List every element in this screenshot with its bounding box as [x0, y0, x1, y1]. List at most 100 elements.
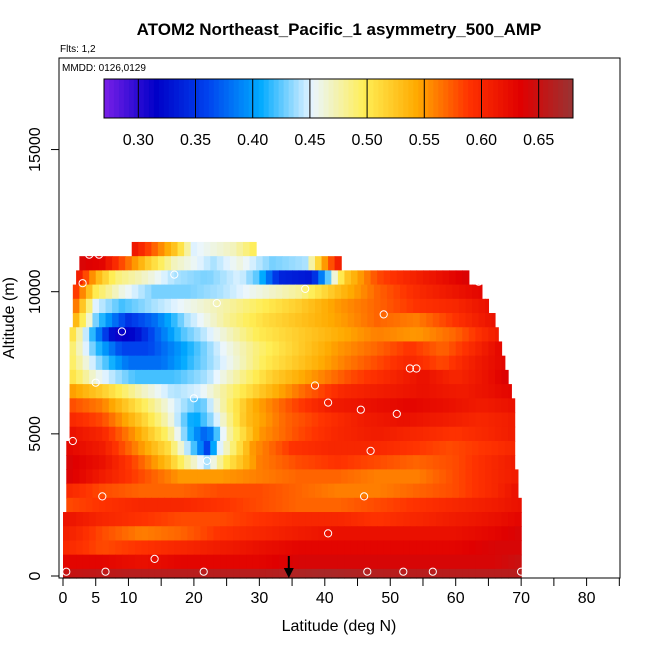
heatmap-cell [76, 512, 84, 527]
heatmap-cell [350, 512, 359, 527]
heatmap-cell [161, 384, 169, 399]
heatmap-cell [203, 241, 211, 257]
heatmap-cell [321, 483, 329, 499]
heatmap-cell [439, 483, 447, 499]
heatmap-cell [278, 412, 287, 428]
heatmap-cell [239, 512, 247, 527]
heatmap-cell [432, 497, 440, 513]
heatmap-cell [82, 512, 90, 527]
colorbar-segment [378, 79, 384, 118]
colorbar-segment [188, 79, 195, 118]
heatmap-cell [252, 412, 260, 428]
heatmap-cell [249, 440, 257, 456]
heatmap-cell [334, 440, 342, 456]
heatmap-cell [409, 398, 418, 414]
heatmap-cell [370, 426, 378, 442]
heatmap-cell [350, 540, 359, 556]
heatmap-cell [275, 440, 283, 456]
heatmap-cell [193, 341, 202, 357]
colorbar-segment [468, 79, 474, 118]
heatmap-cell [69, 554, 77, 570]
heatmap-cell [341, 483, 349, 499]
colorbar-segment [258, 79, 265, 118]
heatmap-cell [485, 469, 493, 485]
heatmap-cell [229, 284, 238, 300]
heatmap-cell [452, 440, 460, 456]
heatmap-cell [85, 497, 94, 513]
heatmap-cell [220, 355, 228, 371]
colorbar-segment [193, 79, 200, 118]
heatmap-cell [187, 355, 195, 371]
heatmap-cell [416, 526, 424, 542]
heatmap-cell [69, 540, 77, 556]
heatmap-cell [288, 497, 296, 513]
heatmap-cell [99, 483, 107, 499]
heatmap-cell [429, 512, 437, 527]
heatmap-cell [200, 526, 208, 542]
arrow-head [283, 568, 294, 578]
heatmap-cell [347, 469, 355, 485]
colorbar-segment [478, 79, 484, 118]
heatmap-cell [396, 554, 404, 570]
heatmap-cell [449, 568, 457, 579]
heatmap-cell [468, 568, 476, 579]
heatmap-cell [229, 440, 238, 456]
heatmap-cell [344, 341, 352, 357]
colorbar-segment [153, 79, 160, 118]
heatmap-cell [357, 540, 365, 556]
heatmap-cell [357, 327, 365, 343]
heatmap-cell [318, 526, 326, 542]
heatmap-cell [409, 426, 418, 442]
heatmap-cell [76, 355, 84, 371]
heatmap-cell [216, 256, 224, 271]
heatmap-cell [249, 313, 257, 328]
heatmap-cell [229, 469, 238, 485]
heatmap-cell [481, 327, 490, 343]
heatmap-cell [318, 540, 326, 556]
heatmap-cell [419, 440, 427, 456]
heatmap-cell [170, 298, 179, 314]
heatmap-cell [135, 355, 143, 371]
heatmap-cell [334, 284, 342, 300]
heatmap-cell [246, 369, 254, 385]
heatmap-cell [501, 369, 509, 385]
heatmap-cell [429, 568, 437, 579]
heatmap-cell [167, 412, 175, 428]
heatmap-cell [118, 313, 126, 328]
colorbar-segment [228, 79, 235, 118]
sample-point [85, 250, 94, 259]
heatmap-cell [92, 483, 100, 499]
heatmap-cell [331, 369, 339, 385]
heatmap-cell [396, 384, 404, 399]
heatmap-cell [148, 526, 156, 542]
heatmap-cell [364, 327, 372, 343]
heatmap-cell [400, 284, 408, 300]
heatmap-cell [494, 568, 503, 579]
heatmap-cell [256, 483, 264, 499]
heatmap-cell [393, 483, 401, 499]
heatmap-cell [177, 440, 185, 456]
heatmap-cell [242, 298, 251, 314]
heatmap-cell [419, 298, 427, 314]
heatmap-cell [465, 497, 473, 513]
colorbar-segment [433, 79, 439, 118]
heatmap-cell [125, 440, 133, 456]
heatmap-cell [383, 327, 391, 343]
heatmap-cell [354, 298, 362, 314]
heatmap-cell [488, 540, 496, 556]
heatmap-cell [488, 526, 496, 542]
heatmap-cell [465, 440, 473, 456]
heatmap-cell [99, 455, 107, 470]
colorbar-segment [363, 79, 369, 118]
heatmap-cell [216, 298, 224, 314]
heatmap-cell [193, 355, 202, 371]
heatmap-cell [76, 426, 84, 442]
heatmap-cell [79, 455, 87, 470]
heatmap-cell [344, 540, 352, 556]
colorbar-segment [553, 79, 559, 118]
heatmap-cell [350, 554, 359, 570]
heatmap-cell [494, 540, 503, 556]
heatmap-cell [203, 440, 211, 456]
heatmap-cell [364, 398, 372, 414]
heatmap-cell [69, 341, 77, 357]
